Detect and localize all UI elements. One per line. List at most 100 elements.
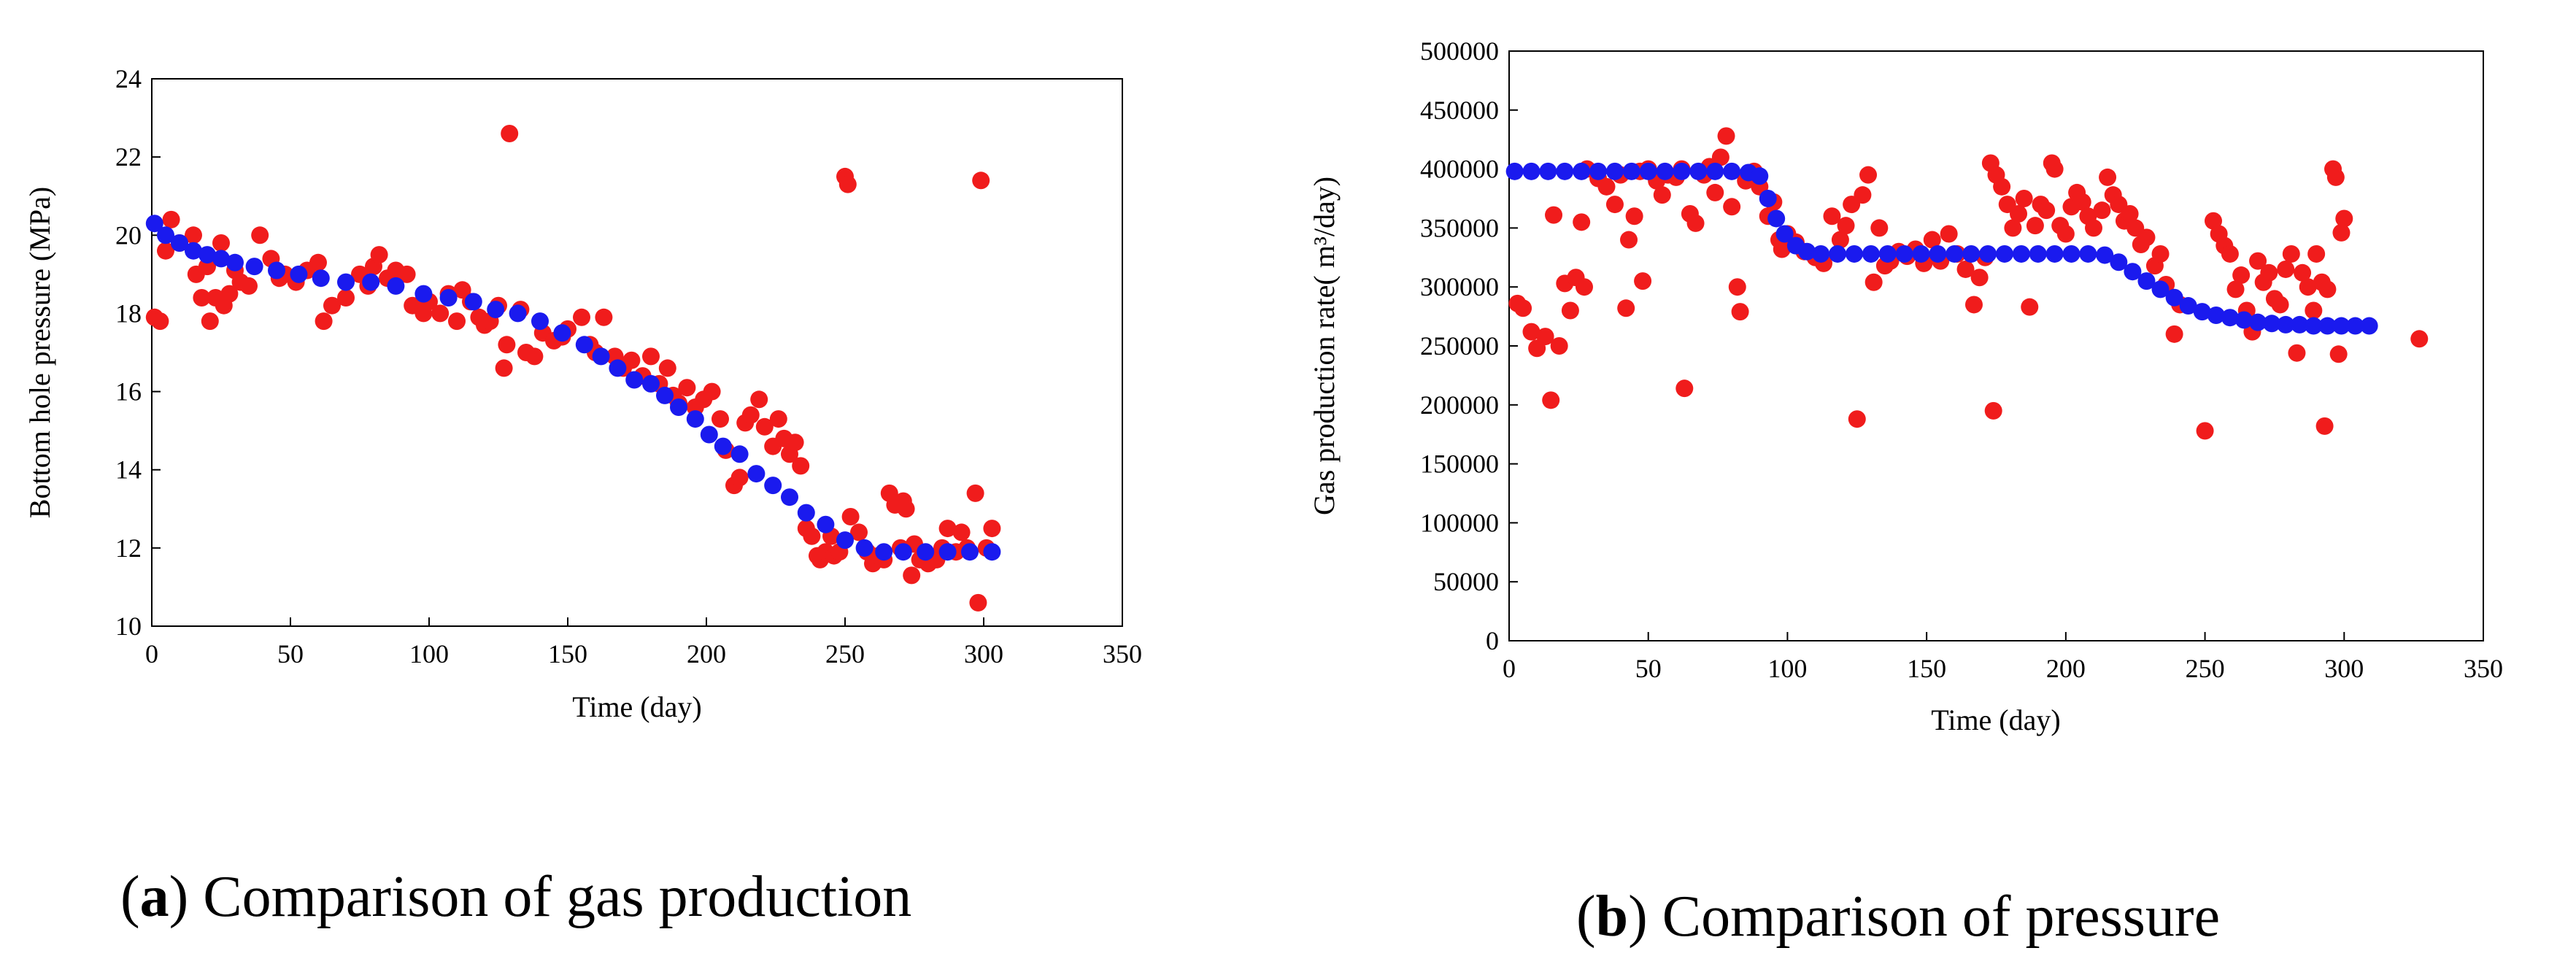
chart-a-simulated-point xyxy=(185,242,202,260)
chart-a-simulated-point xyxy=(145,215,163,233)
chart-a-observed-point xyxy=(240,277,258,295)
chart-a-observed-point xyxy=(157,242,174,260)
chart-b-xtick-label: 50 xyxy=(1635,654,1662,683)
chart-b-simulated-point xyxy=(1605,162,1624,180)
chart-a-caption-letter: a xyxy=(140,865,169,929)
chart-b-observed-point xyxy=(2085,219,2102,237)
chart-a-xtick-label: 0 xyxy=(145,639,158,668)
chart-b-observed-point xyxy=(1550,337,1568,355)
chart-a-simulated-point xyxy=(198,246,216,264)
chart-a-observed-point xyxy=(448,312,466,331)
chart-b-observed-point xyxy=(1717,127,1735,145)
chart-a-observed-point xyxy=(841,508,860,525)
chart-a-observed-point xyxy=(969,593,987,612)
chart-a-observed-point xyxy=(212,234,230,252)
chart-b: 0 50 100 150 200 250 300 350 0 50000 100000 150000 2… xyxy=(1308,36,2503,949)
chart-b-observed-point xyxy=(1573,213,1591,231)
chart-b-observed-point xyxy=(1617,299,1635,317)
chart-b-simulated-point xyxy=(2124,263,2142,281)
chart-a-simulated-point xyxy=(781,488,798,506)
chart-a-observed-point xyxy=(501,125,519,142)
chart-b-observed-point xyxy=(1831,231,1849,249)
chart-b-observed-point xyxy=(1956,260,1975,278)
chart-b-ytick-label: 500000 xyxy=(1420,36,1499,66)
chart-b-xtick-label: 250 xyxy=(2186,654,2225,683)
chart-a-simulated-point xyxy=(439,289,458,307)
chart-b-observed-point xyxy=(2329,345,2348,363)
chart-b-simulated-point xyxy=(2179,297,2197,315)
chart-b-simulated-point xyxy=(1775,225,1794,243)
chart-b-simulated-point xyxy=(2029,244,2047,263)
chart-b-observed-point xyxy=(1848,410,1866,428)
chart-a-simulated-point xyxy=(531,312,549,331)
chart-a-observed-point xyxy=(370,246,388,264)
chart-b-simulated-point xyxy=(1995,244,2013,263)
chart-b-observed-point xyxy=(2271,296,2289,314)
chart-b-simulated-point xyxy=(2062,244,2081,263)
chart-b-observed-point xyxy=(1773,240,1791,258)
chart-a-observed-point xyxy=(786,433,804,452)
chart-b-observed-point xyxy=(2121,205,2139,223)
chart-b-simulated-point xyxy=(2263,315,2281,333)
chart-a-xlabel: Time (day) xyxy=(572,690,701,723)
chart-b-observed-point xyxy=(2099,168,2117,186)
chart-b-observed-point xyxy=(1675,379,1694,398)
chart-b-observed-point xyxy=(2307,244,2326,263)
chart-b-simulated-point xyxy=(1639,162,1657,180)
chart-a-observed-point xyxy=(983,520,1001,538)
chart-b-simulated-point xyxy=(2318,317,2337,335)
chart-b-simulated-point xyxy=(1505,162,1524,180)
chart-b-simulated-point xyxy=(1706,162,1724,180)
chart-a-ytick-label: 14 xyxy=(115,455,142,485)
chart-b-simulated-point xyxy=(2291,315,2309,334)
chart-a-simulated-point xyxy=(700,425,718,444)
chart-b-simulated-point xyxy=(2332,317,2351,335)
chart-b-simulated-point xyxy=(2234,311,2253,329)
chart-a-observed-point xyxy=(151,312,169,331)
chart-b-observed-point xyxy=(1731,303,1749,321)
chart-b-observed-point xyxy=(1634,272,1652,290)
chart-b-caption-letter: b xyxy=(1596,885,1629,949)
chart-b-simulated-point xyxy=(1573,162,1591,180)
chart-b-observed-point xyxy=(1923,231,1941,249)
chart-b-observed-point xyxy=(1870,219,1889,237)
chart-a: 0 50 100 150 200 250 300 350 10 12 14 16 18 20 22 24 Ti… xyxy=(23,64,1142,929)
chart-b-caption-open: ( xyxy=(1576,885,1596,949)
chart-a-axes: 0 50 100 150 200 250 300 350 10 12 14 16 18 20 22 24 xyxy=(115,64,1142,668)
chart-b-observed-point xyxy=(1706,183,1724,201)
chart-b-observed-point xyxy=(2221,244,2239,263)
chart-b-observed-point xyxy=(1522,323,1540,341)
chart-b-caption: (b) Comparison of pressure xyxy=(1576,885,2220,949)
chart-a-observed-point xyxy=(966,484,984,502)
chart-a-simulated-point xyxy=(387,277,405,295)
chart-a-xtick-label: 150 xyxy=(548,639,587,668)
chart-b-observed-point xyxy=(2196,422,2214,440)
chart-a-xtick-label: 200 xyxy=(687,639,726,668)
chart-a-simulated-point xyxy=(592,347,610,366)
chart-b-simulated-point xyxy=(1539,162,1557,180)
chart-a-simulated-point xyxy=(268,261,285,280)
chart-a-observed-point xyxy=(972,172,990,190)
chart-b-observed-point xyxy=(1561,301,1579,320)
chart-a-observed-point xyxy=(803,527,821,545)
chart-b-simulated-point xyxy=(1812,244,1830,263)
chart-a-observed-point xyxy=(162,210,180,228)
chart-b-observed-point xyxy=(2335,209,2353,228)
chart-b-simulated-point xyxy=(1767,209,1786,228)
chart-a-simulated-point xyxy=(642,374,660,393)
chart-a-observed-point xyxy=(495,359,513,377)
chart-b-observed-point xyxy=(2015,190,2033,207)
chart-b-observed-point xyxy=(1597,177,1616,196)
chart-a-simulated-point xyxy=(487,301,505,319)
chart-a-observed-point xyxy=(838,175,857,193)
chart-b-observed-point xyxy=(1711,148,1729,166)
chart-b-observed-point xyxy=(2305,301,2323,320)
chart-a-ytick-label: 16 xyxy=(115,377,142,406)
chart-a-observed-point xyxy=(315,312,333,331)
chart-a-observed-point xyxy=(193,289,211,307)
chart-a-observed-point xyxy=(678,379,696,397)
chart-b-simulated-point xyxy=(2249,313,2267,331)
chart-a-simulated-point xyxy=(226,253,244,271)
chart-b-observed-point xyxy=(2021,298,2039,316)
